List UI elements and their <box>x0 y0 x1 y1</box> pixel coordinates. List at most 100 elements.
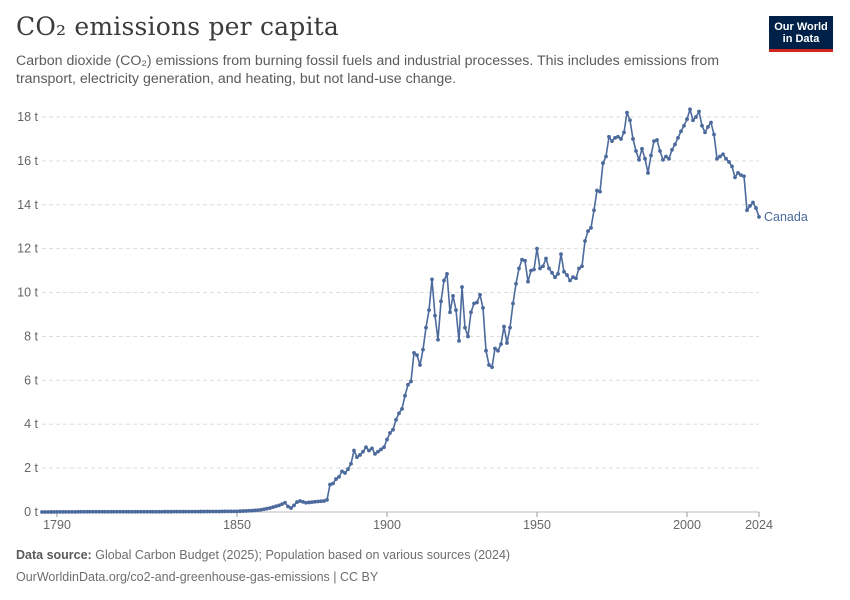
data-point[interactable] <box>484 348 488 353</box>
data-point[interactable] <box>622 130 626 135</box>
data-point[interactable] <box>304 500 308 505</box>
data-point[interactable] <box>181 509 185 514</box>
data-point[interactable] <box>163 509 167 514</box>
data-point[interactable] <box>157 509 161 514</box>
data-point[interactable] <box>376 449 380 454</box>
data-point[interactable] <box>178 509 182 514</box>
data-point[interactable] <box>133 509 137 514</box>
data-point[interactable] <box>346 467 350 472</box>
data-point[interactable] <box>577 266 581 271</box>
data-point[interactable] <box>571 275 575 280</box>
data-point[interactable] <box>628 118 632 123</box>
series-line[interactable] <box>41 108 760 513</box>
data-point[interactable] <box>160 509 164 514</box>
data-point[interactable] <box>544 256 548 261</box>
data-point[interactable] <box>334 477 338 481</box>
data-point[interactable] <box>127 509 131 514</box>
data-point[interactable] <box>745 208 749 213</box>
data-point[interactable] <box>715 156 719 161</box>
data-point[interactable] <box>202 509 206 514</box>
data-point[interactable] <box>319 499 323 504</box>
data-point[interactable] <box>283 500 287 505</box>
data-point[interactable] <box>136 509 140 514</box>
data-point[interactable] <box>658 149 662 153</box>
data-point[interactable] <box>88 509 92 514</box>
data-point[interactable] <box>289 506 293 510</box>
data-point[interactable] <box>655 138 659 142</box>
data-point[interactable] <box>103 509 107 514</box>
data-point[interactable] <box>331 481 335 486</box>
data-point[interactable] <box>580 264 584 269</box>
data-point[interactable] <box>364 445 368 450</box>
data-point[interactable] <box>619 137 623 141</box>
data-point[interactable] <box>214 509 218 514</box>
data-point[interactable] <box>688 107 692 112</box>
data-point[interactable] <box>211 509 215 514</box>
data-point[interactable] <box>61 510 65 514</box>
data-point[interactable] <box>742 174 746 179</box>
data-point[interactable] <box>685 117 689 122</box>
data-point[interactable] <box>499 342 503 347</box>
data-point[interactable] <box>139 509 143 514</box>
data-point[interactable] <box>460 285 464 289</box>
data-point[interactable] <box>694 115 698 119</box>
data-point[interactable] <box>355 455 359 460</box>
data-point[interactable] <box>730 164 734 169</box>
data-point[interactable] <box>724 156 728 161</box>
data-point[interactable] <box>541 264 545 269</box>
data-point[interactable] <box>340 469 344 474</box>
data-point[interactable] <box>271 505 275 510</box>
data-point[interactable] <box>490 365 494 370</box>
data-point[interactable] <box>280 502 284 506</box>
data-point[interactable] <box>613 135 617 140</box>
data-point[interactable] <box>691 118 695 123</box>
data-point[interactable] <box>517 266 521 271</box>
data-point[interactable] <box>700 123 704 128</box>
data-point[interactable] <box>367 448 371 453</box>
data-point[interactable] <box>697 109 701 114</box>
data-point[interactable] <box>748 203 752 208</box>
data-point[interactable] <box>574 276 578 281</box>
data-point[interactable] <box>76 509 80 514</box>
data-point[interactable] <box>175 509 179 514</box>
data-point[interactable] <box>385 437 389 442</box>
owid-logo[interactable]: Our World in Data <box>769 16 833 52</box>
data-point[interactable] <box>187 509 191 514</box>
data-point[interactable] <box>409 379 413 384</box>
data-point[interactable] <box>631 137 635 141</box>
data-point[interactable] <box>445 272 449 276</box>
data-point[interactable] <box>217 509 221 514</box>
data-point[interactable] <box>229 509 233 514</box>
data-point[interactable] <box>610 139 614 144</box>
data-point[interactable] <box>451 293 455 298</box>
data-point[interactable] <box>145 509 149 514</box>
data-point[interactable] <box>169 509 173 514</box>
data-point[interactable] <box>379 447 383 452</box>
data-point[interactable] <box>412 351 416 355</box>
data-point[interactable] <box>292 503 296 508</box>
data-point[interactable] <box>706 124 710 129</box>
data-point[interactable] <box>583 239 587 243</box>
data-point[interactable] <box>454 308 458 313</box>
data-point[interactable] <box>457 338 461 343</box>
data-point[interactable] <box>448 310 452 315</box>
data-point[interactable] <box>205 509 209 514</box>
data-point[interactable] <box>250 508 254 513</box>
data-point[interactable] <box>733 175 737 180</box>
data-point[interactable] <box>556 272 560 276</box>
data-point[interactable] <box>514 281 518 286</box>
data-point[interactable] <box>634 149 638 153</box>
data-point[interactable] <box>652 139 656 144</box>
data-point[interactable] <box>190 509 194 514</box>
data-point[interactable] <box>505 341 509 345</box>
data-point[interactable] <box>439 299 443 304</box>
data-point[interactable] <box>754 206 758 210</box>
data-point[interactable] <box>637 157 641 162</box>
data-point[interactable] <box>643 156 647 161</box>
data-point[interactable] <box>550 270 554 275</box>
data-point[interactable] <box>391 427 395 432</box>
data-point[interactable] <box>463 325 467 330</box>
data-point[interactable] <box>502 324 506 329</box>
data-point[interactable] <box>241 509 245 513</box>
data-point[interactable] <box>196 509 200 514</box>
